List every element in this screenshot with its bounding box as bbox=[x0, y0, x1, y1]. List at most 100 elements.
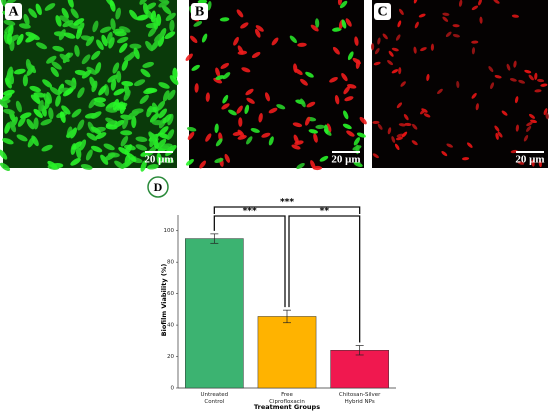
cell bbox=[237, 50, 248, 55]
cell bbox=[478, 0, 482, 6]
cell bbox=[90, 126, 102, 135]
cell bbox=[0, 0, 7, 7]
cell bbox=[442, 12, 450, 16]
cell bbox=[471, 5, 479, 11]
cell bbox=[81, 69, 92, 79]
cell bbox=[185, 158, 194, 166]
cell bbox=[205, 92, 210, 102]
cell bbox=[85, 36, 95, 47]
cell bbox=[372, 120, 380, 124]
cell bbox=[215, 75, 225, 80]
cell bbox=[315, 124, 325, 129]
cell bbox=[120, 130, 133, 136]
cell bbox=[446, 143, 454, 148]
cell bbox=[33, 108, 43, 118]
cell bbox=[137, 14, 149, 21]
cell bbox=[42, 79, 53, 88]
cell bbox=[73, 18, 85, 26]
cell bbox=[347, 51, 354, 61]
cell bbox=[399, 8, 404, 16]
cell bbox=[254, 28, 261, 38]
cell bbox=[395, 136, 403, 141]
cell bbox=[355, 59, 361, 69]
cell bbox=[346, 130, 355, 137]
scale-bar-label: 20 μm bbox=[331, 154, 360, 166]
cell bbox=[391, 47, 399, 52]
cell bbox=[135, 136, 148, 142]
cell bbox=[185, 53, 193, 61]
cell bbox=[387, 60, 394, 66]
cell bbox=[74, 44, 80, 57]
cell bbox=[395, 34, 401, 41]
cell bbox=[51, 61, 62, 70]
cell bbox=[207, 1, 212, 11]
cell bbox=[133, 79, 146, 87]
cell bbox=[26, 118, 35, 130]
cell bbox=[224, 153, 231, 163]
cell bbox=[515, 124, 519, 132]
cell bbox=[17, 116, 26, 127]
cell bbox=[126, 152, 137, 162]
cell bbox=[58, 29, 66, 41]
cell bbox=[33, 117, 39, 130]
cell bbox=[62, 20, 74, 28]
cell bbox=[9, 121, 17, 133]
cell bbox=[161, 5, 172, 15]
cell bbox=[396, 133, 404, 138]
cell bbox=[329, 76, 338, 83]
cell bbox=[108, 37, 115, 49]
cell bbox=[59, 111, 66, 123]
panel-badge bbox=[147, 176, 169, 198]
cell bbox=[222, 72, 231, 80]
cell bbox=[398, 123, 406, 127]
cell bbox=[396, 102, 403, 109]
cell bbox=[113, 88, 125, 96]
y-tick-label: 20 bbox=[167, 354, 174, 360]
cell bbox=[310, 24, 319, 32]
cell bbox=[461, 157, 470, 161]
cell bbox=[296, 162, 305, 170]
cell bbox=[471, 40, 479, 44]
cell bbox=[59, 15, 70, 23]
cell bbox=[315, 18, 320, 28]
cell bbox=[41, 144, 53, 152]
cell bbox=[201, 33, 208, 43]
cell bbox=[324, 124, 329, 135]
significance-bracket bbox=[213, 215, 286, 308]
cell bbox=[131, 116, 137, 129]
x-tick-label: Chitosan-Silver Hybrid NPs bbox=[338, 392, 381, 405]
cell bbox=[169, 75, 179, 85]
cell bbox=[164, 31, 176, 40]
cell bbox=[147, 146, 157, 156]
cell bbox=[319, 155, 329, 162]
cell bbox=[518, 79, 526, 84]
cell bbox=[113, 120, 125, 128]
cell bbox=[353, 161, 363, 168]
y-tick-label: 40 bbox=[167, 323, 174, 329]
cell bbox=[373, 61, 381, 66]
cell bbox=[222, 94, 229, 104]
cell bbox=[92, 20, 99, 33]
cell bbox=[149, 113, 160, 123]
cell bbox=[528, 113, 536, 119]
cell bbox=[437, 88, 443, 95]
cell bbox=[246, 136, 253, 145]
cell bbox=[139, 94, 149, 104]
cell bbox=[119, 26, 131, 33]
cell bbox=[423, 113, 431, 118]
cell bbox=[81, 54, 91, 65]
cell bbox=[255, 25, 264, 32]
y-tick-label: 80 bbox=[167, 260, 174, 266]
cell bbox=[343, 110, 349, 120]
error-bar bbox=[355, 345, 364, 356]
cell bbox=[50, 66, 59, 78]
cell bbox=[129, 43, 142, 49]
cell bbox=[77, 119, 85, 131]
cell bbox=[187, 131, 195, 140]
significance-label: *** bbox=[280, 198, 294, 208]
cell bbox=[61, 105, 71, 115]
cell bbox=[213, 77, 223, 84]
cell bbox=[215, 138, 223, 147]
cell bbox=[397, 20, 402, 28]
